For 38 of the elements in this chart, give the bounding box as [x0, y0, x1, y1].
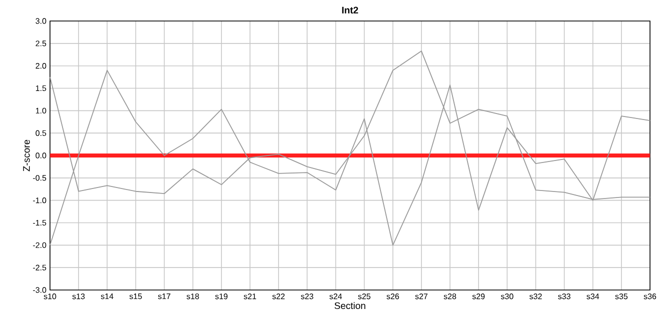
x-tick-label: s23 — [300, 294, 314, 300]
x-axis-title: Section — [334, 302, 366, 310]
x-tick-label: s13 — [72, 294, 85, 300]
y-tick-label: -1.5 — [33, 220, 46, 226]
x-tick-label: s22 — [272, 294, 285, 300]
x-tick-label: s36 — [644, 294, 656, 300]
x-tick-label: s26 — [386, 294, 399, 300]
x-tick-label: s19 — [215, 294, 228, 300]
y-tick-label: 3.0 — [36, 18, 46, 24]
x-tick-label: s30 — [500, 294, 514, 300]
x-tick-label: s27 — [415, 294, 428, 300]
x-tick-label: s35 — [615, 294, 628, 300]
y-tick-label: 0.0 — [36, 152, 46, 158]
chart-title: Int2 — [342, 6, 358, 14]
x-tick-label: s25 — [358, 294, 370, 300]
x-tick-label: s29 — [472, 294, 485, 300]
y-tick-label: 1.5 — [36, 85, 46, 92]
x-tick-label: s32 — [529, 294, 542, 300]
y-tick-label: -0.5 — [33, 175, 46, 181]
y-tick-label: -2.0 — [33, 242, 46, 248]
x-tick-label: s28 — [444, 294, 456, 300]
y-tick-label: 2.0 — [36, 63, 46, 69]
y-tick-label: 1.0 — [36, 108, 46, 114]
y-axis-title: Z-score — [23, 140, 30, 172]
x-tick-label: s21 — [244, 294, 256, 300]
x-tick-label: s34 — [586, 294, 600, 300]
x-tick-label: s14 — [100, 294, 114, 300]
x-tick-label: s17 — [158, 294, 170, 300]
x-tick-label: s33 — [558, 294, 570, 300]
x-tick-label: s10 — [44, 294, 56, 300]
y-tick-label: -2.5 — [33, 264, 46, 270]
y-tick-label: -1.0 — [33, 198, 46, 204]
y-tick-label: 2.5 — [36, 40, 46, 46]
y-tick-label: -3.0 — [33, 287, 46, 293]
y-tick-label: 0.5 — [36, 130, 46, 136]
x-tick-label: s18 — [186, 294, 199, 300]
x-tick-label: s15 — [129, 294, 142, 300]
x-tick-label: s24 — [329, 294, 342, 300]
